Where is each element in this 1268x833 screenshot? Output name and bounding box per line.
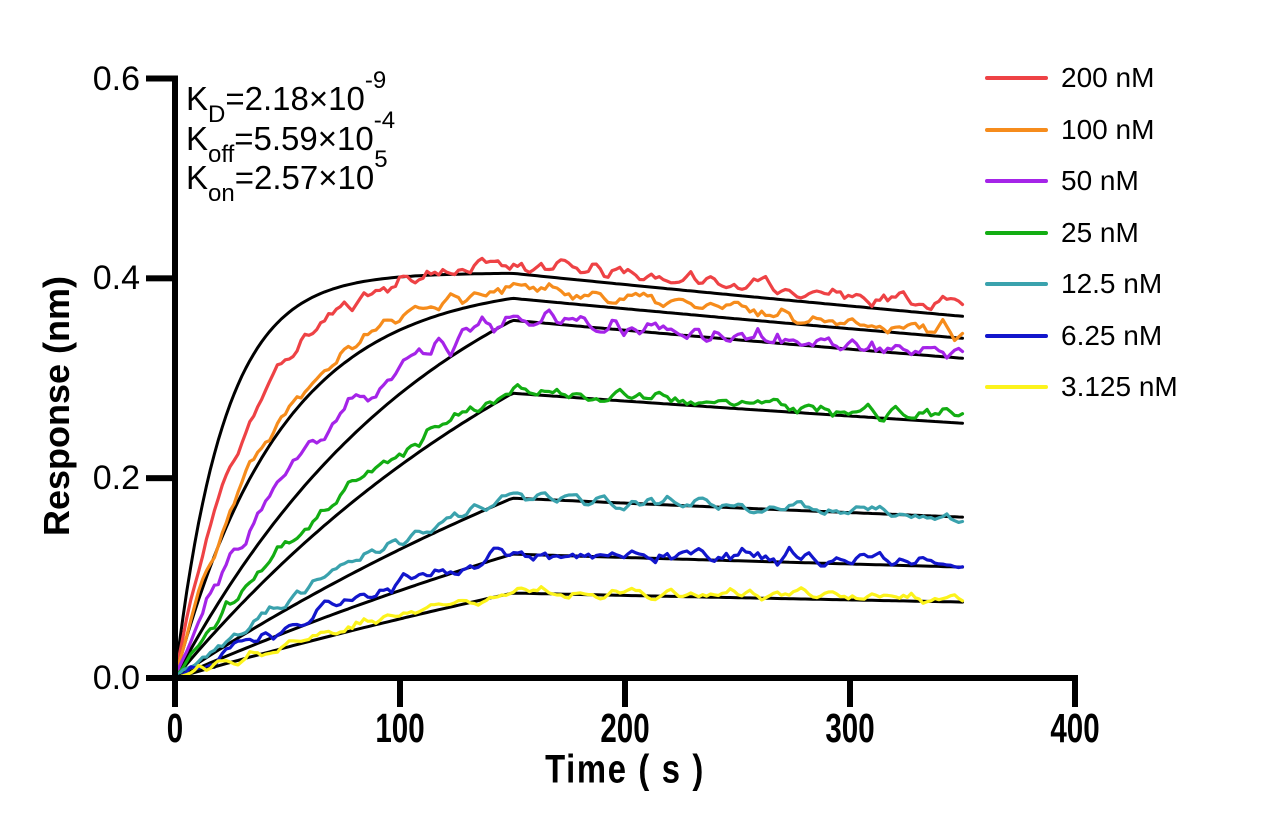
kon-value: =2.57×10	[234, 159, 375, 196]
x-tick-mark	[172, 675, 178, 707]
y-tick-label: 0.0	[92, 659, 140, 697]
koff-symbol: K	[186, 120, 209, 157]
legend-label: 200 nM	[1061, 62, 1155, 93]
curves-layer	[173, 256, 965, 681]
kd-symbol: K	[186, 80, 209, 117]
legend-item: 3.125 nM	[985, 369, 1178, 405]
fit-line-100nM	[173, 296, 964, 680]
trace-25nM	[173, 383, 965, 680]
legend-swatch-100nM	[985, 127, 1048, 132]
x-tick-label: 0	[166, 705, 184, 751]
legend-label: 50 nM	[1061, 165, 1139, 196]
y-tick-label: 0.4	[92, 259, 140, 298]
fit-line-12.5nM	[173, 496, 964, 680]
koff-value: =5.59×10	[234, 120, 374, 157]
legend-label: 3.125 nM	[1061, 371, 1178, 402]
x-tick-mark	[1072, 675, 1078, 707]
kd-value: =2.18×10	[225, 80, 365, 117]
fit-line-3.125nM	[173, 591, 964, 680]
legend-item: 100 nM	[985, 112, 1154, 148]
x-axis-title: Time ( s )	[545, 747, 705, 792]
x-tick-label: 300	[825, 705, 875, 751]
legend-swatch-200nM	[985, 76, 1048, 80]
legend-swatch-6.25nM	[985, 333, 1048, 338]
fit-line-50nM	[173, 318, 964, 680]
x-tick-mark	[397, 675, 403, 707]
koff-subscript: off	[208, 140, 235, 168]
legend-swatch-3.125nM	[985, 385, 1048, 389]
x-tick-mark	[847, 675, 853, 707]
legend-swatch-50nM	[985, 179, 1048, 183]
legend-label: 12.5 nM	[1061, 268, 1163, 299]
x-axis-ticks	[172, 675, 1078, 707]
axes-layer	[146, 75, 1078, 707]
y-axis-ticks	[146, 75, 175, 681]
x-tick-label: 200	[600, 705, 650, 751]
koff-exponent: -4	[373, 107, 396, 134]
y-tick-label: 0.2	[92, 459, 140, 498]
y-tick-label: 0.6	[92, 59, 140, 98]
legend-label: 25 nM	[1061, 216, 1139, 248]
koff-annotation: Koff=5.59×10-4	[186, 109, 395, 167]
legend-label: 100 nM	[1061, 113, 1155, 145]
kon-annotation: Kon=2.57×105	[186, 148, 388, 206]
kon-exponent: 5	[374, 146, 388, 173]
trace-50nM	[173, 308, 965, 680]
x-tick-mark	[622, 675, 628, 707]
y-tick-mark	[146, 675, 175, 681]
kon-subscript: on	[208, 179, 235, 207]
trace-6.25nM	[173, 545, 965, 681]
y-axis-line	[172, 75, 178, 681]
legend-item: 6.25 nM	[985, 318, 1162, 354]
legend-item: 200 nM	[985, 60, 1154, 96]
fit-line-6.25nM	[173, 552, 964, 680]
y-axis-title: Response (nm)	[36, 275, 77, 537]
kd-annotation: KD=2.18×10-9	[186, 69, 386, 127]
y-tick-mark	[146, 75, 175, 82]
fit-line-25nM	[173, 391, 964, 680]
legend-item: 25 nM	[985, 215, 1139, 251]
trace-3.125nM	[173, 585, 965, 680]
trace-200nM	[173, 256, 965, 680]
legend-swatch-12.5nM	[985, 282, 1048, 286]
x-tick-label: 100	[375, 705, 425, 751]
y-tick-mark	[146, 475, 175, 482]
legend-item: 12.5 nM	[985, 266, 1162, 302]
kd-exponent: -9	[364, 67, 387, 94]
y-tick-mark	[146, 275, 175, 282]
legend-item: 50 nM	[985, 163, 1139, 199]
kon-symbol: K	[186, 159, 209, 196]
kd-subscript: D	[208, 100, 226, 128]
legend-swatch-25nM	[985, 230, 1048, 235]
trace-100nM	[173, 281, 965, 680]
fit-line-200nM	[173, 271, 964, 680]
x-tick-label: 400	[1050, 705, 1100, 751]
trace-12.5nM	[173, 491, 965, 680]
legend-label: 6.25 nM	[1061, 319, 1163, 351]
